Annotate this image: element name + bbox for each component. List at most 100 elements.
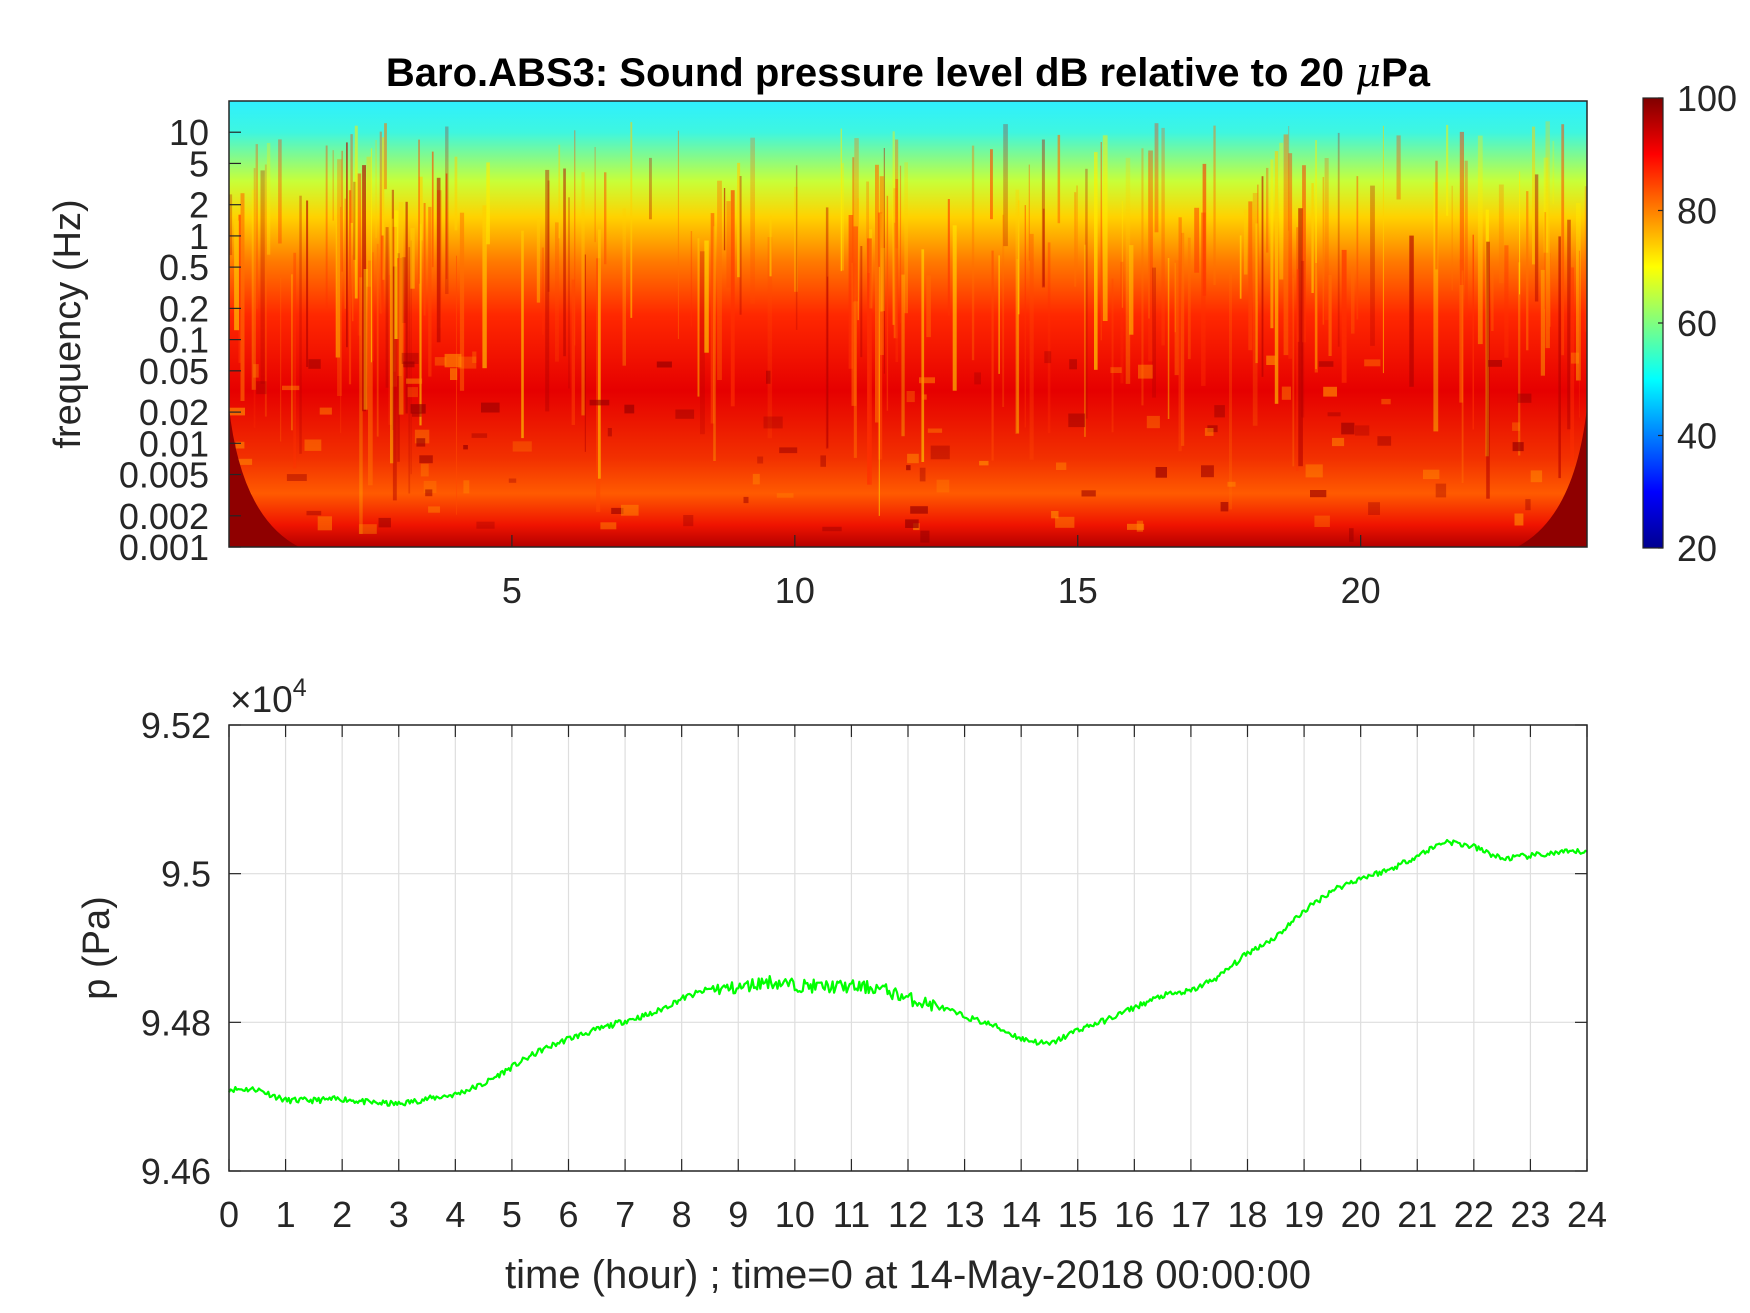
spectrogram-patch [611, 507, 624, 514]
spectrogram-streak [555, 222, 559, 362]
spectrogram-patch [463, 445, 468, 450]
spectrogram-streak [1370, 185, 1375, 346]
x-tick-label: 10 [775, 570, 815, 611]
spectrogram-patch [401, 352, 419, 364]
spectrogram-patch [419, 455, 433, 464]
spectrogram-patch [1514, 513, 1524, 526]
x-tick-label: 2 [332, 1194, 352, 1235]
spectrogram-patch [1136, 520, 1144, 532]
spectrogram-streak [649, 157, 652, 220]
spectrogram-patch [403, 361, 415, 368]
spectrogram-streak [825, 207, 829, 449]
spectrogram-streak [1270, 159, 1274, 329]
spectrogram-streak [1111, 278, 1114, 433]
spectrogram-streak [700, 251, 705, 435]
spectrogram-streak [1322, 177, 1325, 325]
spectrogram-patch [253, 364, 259, 378]
spectrogram-streak [1121, 200, 1124, 308]
x-tick-label: 9 [728, 1194, 748, 1235]
x-tick-label: 22 [1454, 1194, 1494, 1235]
spectrogram-streak [1261, 176, 1264, 377]
spectrogram-streak [952, 225, 957, 391]
x-tick-label: 5 [502, 1194, 522, 1235]
colorbar-ticks: 20 40 60 80 100 [1658, 78, 1737, 569]
pressure-line [228, 838, 1588, 1107]
spectrogram-streak [1298, 208, 1303, 467]
y-tick-label: 10 [169, 112, 209, 153]
spectrogram-streak [1003, 124, 1008, 247]
spectrogram-streak [1102, 135, 1108, 321]
spectrogram-patch [1314, 515, 1330, 527]
spectrogram-streak [229, 194, 233, 256]
spectrogram-streak [1435, 160, 1438, 270]
spectrogram-streak [547, 180, 550, 292]
x-tick-label: 14 [1001, 1194, 1041, 1235]
spectrogram-streak [410, 240, 412, 475]
spectrogram-streak [234, 220, 239, 331]
spectrogram-patch [458, 356, 477, 369]
spectrogram-streak [1074, 192, 1077, 287]
spectrogram-patch [906, 391, 915, 403]
spectrogram-streak [253, 168, 256, 428]
spectrogram-streak [375, 140, 377, 238]
spectrogram-streak [1351, 267, 1355, 334]
y-tick-label: 0.002 [119, 496, 209, 537]
colorbar-tick-label: 80 [1677, 191, 1717, 232]
spectrogram-streak [1461, 270, 1464, 483]
spectrogram-streak [388, 274, 392, 425]
spectrogram-patch [974, 372, 981, 385]
spectrogram-streak [947, 199, 950, 316]
spectrogram-streak [436, 177, 441, 343]
spectrogram-streak [1498, 184, 1504, 284]
spectrogram-streak [604, 172, 607, 265]
spectrogram-streak [255, 144, 258, 309]
spectrogram-streak [926, 275, 931, 338]
spectrogram-patch [304, 439, 322, 451]
spectrogram-streak [1057, 134, 1061, 224]
spectrogram-streak [991, 250, 994, 461]
spectrogram-streak [366, 156, 371, 287]
spectrogram-patch [358, 524, 377, 534]
spectrogram-patch [930, 445, 950, 460]
spectrogram-streak [335, 215, 341, 358]
spectrogram-streak [1041, 139, 1045, 288]
spectrogram-streak [921, 249, 925, 462]
spectrogram-streak [1194, 207, 1200, 273]
spectrogram-streak [1567, 219, 1571, 430]
spectrogram-patch [1155, 467, 1167, 478]
spectrogram-streak [1518, 262, 1521, 456]
spectrogram-patch [512, 441, 532, 452]
spectrogram-streak [337, 159, 342, 396]
spectrogram-patch [1081, 490, 1096, 497]
spectrogram-streak [848, 215, 854, 369]
spectrogram-streak [1409, 235, 1414, 387]
spectrogram-patch [1341, 422, 1355, 435]
spectrogram-streak [1154, 123, 1159, 233]
spectrogram-patch [1044, 351, 1052, 364]
spectrogram-streak [1201, 212, 1206, 386]
spectrogram-streak [901, 274, 905, 437]
spectrogram-streak [1545, 121, 1550, 349]
spectrogram-streak [598, 229, 601, 479]
x-tick-label: 3 [389, 1194, 409, 1235]
spectrogram-patch [1377, 436, 1392, 446]
colorbar-tick-label: 100 [1677, 78, 1737, 119]
spectrogram-streak [1396, 135, 1401, 200]
spectrogram-streak [594, 147, 596, 243]
spectrogram-patch [1349, 528, 1354, 542]
spectrogram-panel: Baro.ABS3: Sound pressure level dB relat… [47, 50, 1737, 611]
spectrogram-streak [1584, 186, 1587, 332]
spectrogram-patch [1512, 442, 1524, 452]
spectrogram-streak [1532, 126, 1536, 265]
spectrogram-streak [341, 150, 343, 272]
spectrogram-streak [459, 212, 465, 391]
colorbar-tick-label: 20 [1677, 528, 1717, 569]
spectrogram-patch [683, 515, 694, 527]
spectrogram-streak [482, 205, 487, 369]
spectrogram-streak [990, 149, 993, 220]
spectrogram-streak [299, 195, 302, 454]
y-tick-label: 9.52 [141, 705, 211, 746]
spectrogram-patch [624, 404, 635, 414]
spectrogram-streak [1451, 185, 1453, 291]
spectrogram-streak [1337, 132, 1340, 347]
